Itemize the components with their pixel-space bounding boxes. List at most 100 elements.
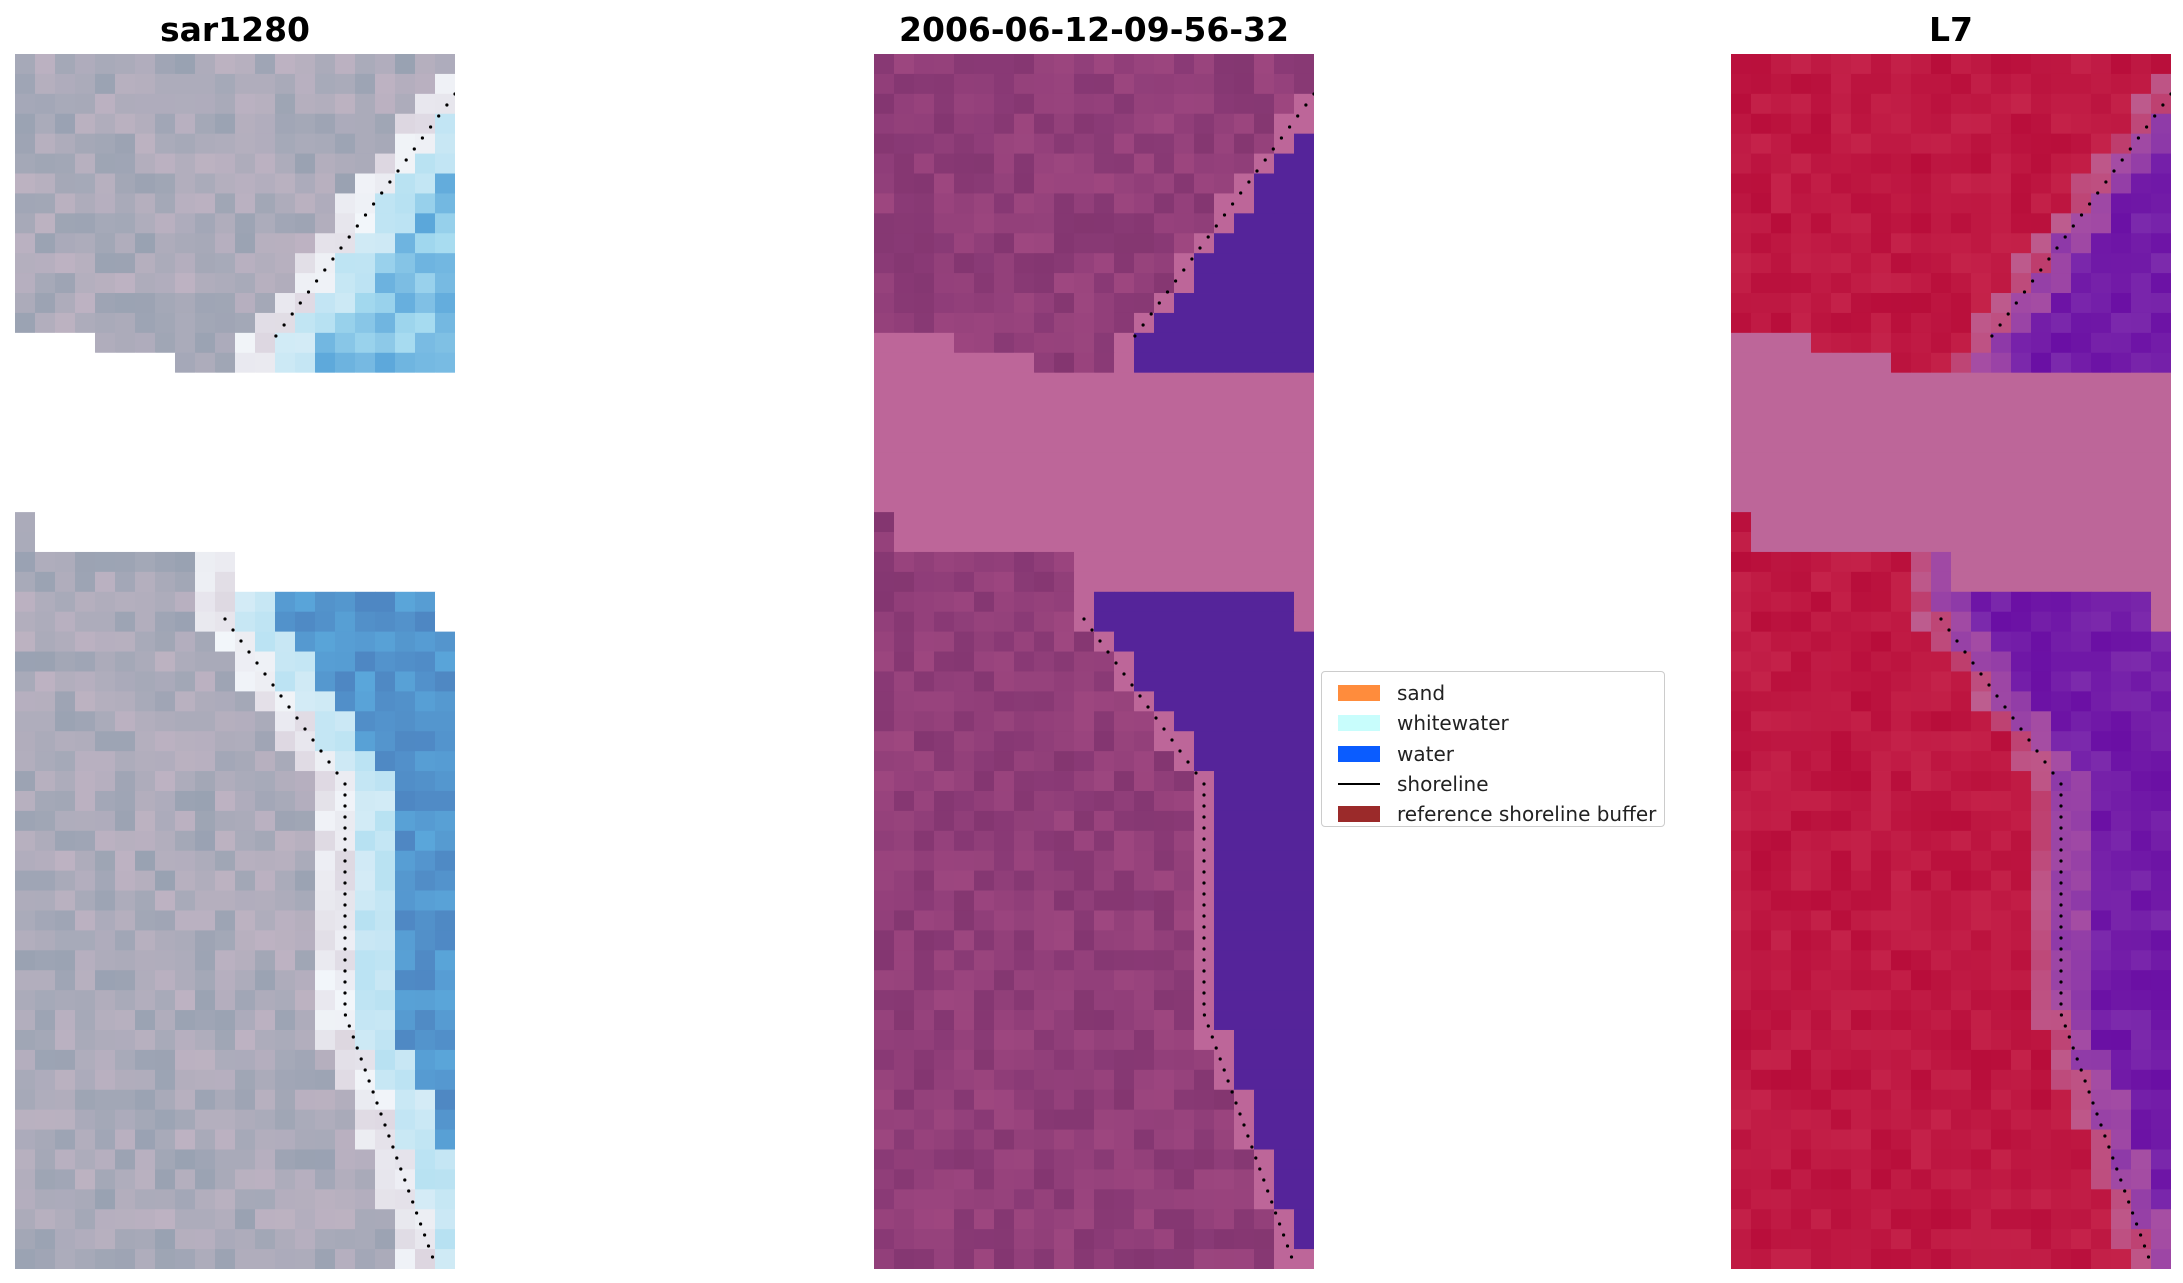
image-pixel [934, 54, 955, 75]
image-pixel [1751, 412, 1772, 433]
image-pixel [1174, 253, 1195, 274]
image-pixel [894, 213, 915, 234]
image-pixel [1254, 591, 1275, 613]
rgb-image-panel[interactable] [15, 54, 455, 1269]
image-pixel [1194, 1089, 1215, 1111]
image-pixel [1174, 671, 1195, 692]
image-pixel [914, 1049, 935, 1071]
image-pixel [2011, 233, 2032, 254]
image-pixel [1134, 771, 1155, 792]
image-pixel [1751, 990, 1772, 1011]
image-pixel [1831, 611, 1852, 633]
image-pixel [1294, 810, 1314, 832]
image-pixel [1911, 631, 1932, 652]
image-pixel [2031, 751, 2052, 772]
shoreline-point [343, 1013, 347, 1017]
image-pixel [335, 113, 356, 135]
image-pixel [255, 1069, 276, 1091]
image-pixel [1871, 970, 1892, 991]
image-pixel [75, 73, 96, 95]
image-pixel [1951, 332, 1972, 354]
image-pixel [195, 133, 216, 154]
image-pixel [1074, 591, 1095, 613]
image-pixel [1274, 671, 1295, 692]
image-pixel [1971, 611, 1992, 633]
image-pixel [1951, 352, 1972, 374]
image-pixel [1751, 472, 1772, 493]
image-pixel [2111, 73, 2132, 95]
image-pixel [954, 193, 975, 214]
image-pixel [2011, 213, 2032, 234]
image-pixel [1014, 1010, 1035, 1031]
image-pixel [1731, 990, 1752, 1011]
image-pixel [335, 73, 356, 95]
image-pixel [874, 93, 895, 115]
image-pixel [974, 1089, 995, 1111]
image-pixel [315, 1049, 336, 1071]
image-pixel [1871, 651, 1892, 672]
image-pixel [2091, 113, 2112, 135]
image-pixel [1791, 830, 1812, 852]
image-pixel [1054, 771, 1075, 792]
image-pixel [1234, 691, 1255, 712]
image-pixel [395, 153, 416, 174]
shoreline-point [1186, 760, 1190, 764]
image-pixel [1791, 890, 1812, 911]
image-pixel [2151, 372, 2171, 394]
image-pixel [75, 850, 96, 872]
image-pixel [1851, 631, 1872, 652]
mndwi-image-panel[interactable] [1731, 54, 2171, 1269]
image-pixel [355, 771, 376, 792]
image-pixel [1154, 1129, 1175, 1150]
image-pixel [355, 1229, 376, 1250]
image-pixel [1911, 273, 1932, 294]
image-pixel [1214, 870, 1235, 891]
image-pixel [195, 1149, 216, 1170]
legend-item-sand: sand [1330, 678, 1656, 708]
image-pixel [1791, 731, 1812, 752]
image-pixel [35, 472, 56, 493]
image-pixel [1194, 1129, 1215, 1150]
image-pixel [35, 1029, 56, 1051]
image-pixel [115, 54, 136, 75]
image-pixel [1194, 472, 1215, 493]
image-pixel [1094, 472, 1115, 493]
image-pixel [1274, 910, 1295, 931]
image-pixel [335, 1129, 356, 1150]
image-pixel [1991, 890, 2012, 911]
image-pixel [2091, 133, 2112, 154]
shoreline-point [306, 290, 311, 294]
image-pixel [55, 870, 76, 891]
image-pixel [215, 173, 236, 194]
image-pixel [395, 611, 416, 633]
image-pixel [894, 990, 915, 1011]
image-pixel [435, 731, 455, 752]
image-pixel [2031, 1109, 2052, 1130]
image-pixel [115, 452, 136, 473]
image-pixel [135, 830, 156, 852]
image-pixel [55, 890, 76, 911]
image-pixel [974, 651, 995, 672]
image-pixel [2091, 830, 2112, 852]
image-pixel [914, 153, 935, 174]
image-pixel [1174, 193, 1195, 214]
image-pixel [275, 233, 296, 254]
image-pixel [2151, 711, 2171, 732]
image-pixel [235, 332, 256, 354]
image-pixel [1014, 571, 1035, 593]
image-pixel [1751, 432, 1772, 453]
image-pixel [95, 771, 116, 792]
shoreline-point [1154, 716, 1158, 720]
image-pixel [914, 631, 935, 652]
image-pixel [2031, 671, 2052, 692]
image-pixel [1274, 1069, 1295, 1091]
image-pixel [2051, 1209, 2072, 1230]
image-pixel [2051, 910, 2072, 931]
image-pixel [155, 54, 176, 75]
image-pixel [1034, 153, 1055, 174]
image-pixel [1951, 1109, 1972, 1130]
image-pixel [1991, 571, 2012, 593]
classified-image-panel[interactable] [874, 54, 1314, 1269]
image-pixel [974, 1189, 995, 1210]
image-pixel [375, 651, 396, 672]
